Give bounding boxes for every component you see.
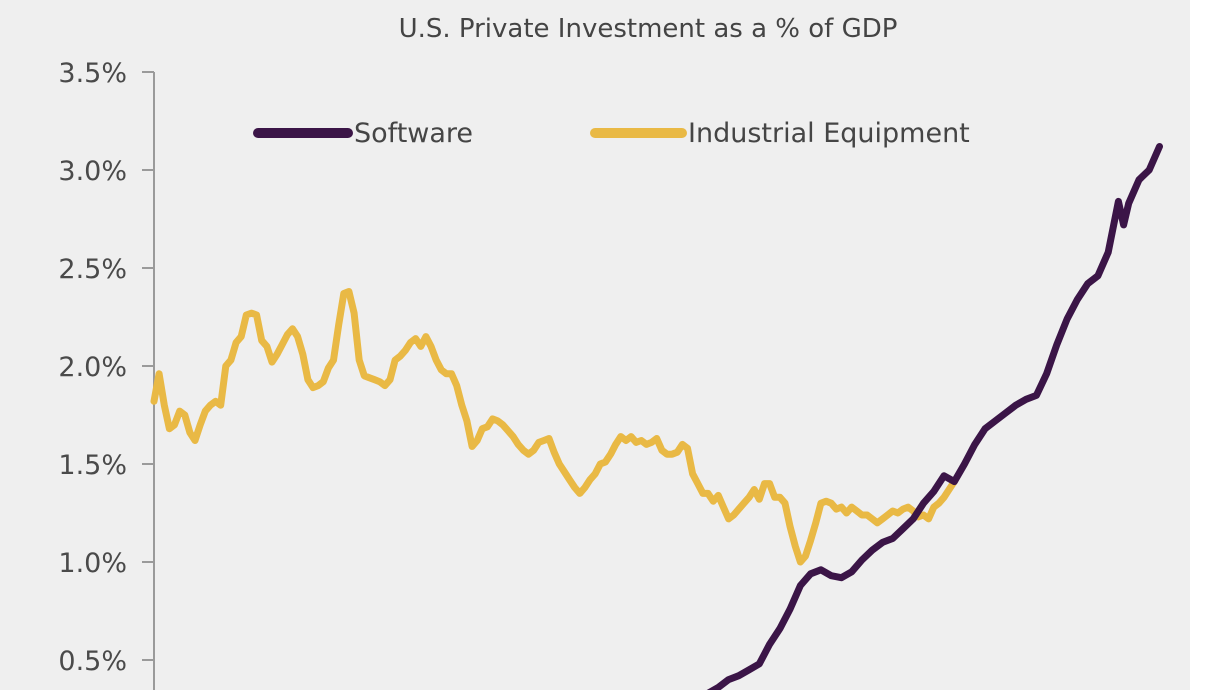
y-tick-label: 3.5% [58, 58, 127, 89]
legend: Software Industrial Equipment [253, 118, 970, 149]
legend-label-industrial-equipment: Industrial Equipment [688, 118, 970, 149]
legend-label-software: Software [354, 118, 473, 149]
y-tick-label: 1.0% [58, 548, 127, 579]
plot-background [0, 0, 1190, 690]
y-tick-label: 2.5% [58, 254, 127, 285]
series-lines [150, 143, 1163, 690]
chart-panel: U.S. Private Investment as a % of GDP 3.… [0, 0, 1190, 690]
y-tick-label: 0.5% [58, 646, 127, 677]
y-axis: 3.5% 3.0% 2.5% 2.0% 1.5% 1.0% 0.5% [58, 58, 155, 690]
y-tick-label: 2.0% [58, 352, 127, 383]
y-tick-label: 1.5% [58, 450, 127, 481]
series-line-industrial-equipment [150, 288, 958, 566]
chart-title: U.S. Private Investment as a % of GDP [399, 14, 898, 44]
line-chart: U.S. Private Investment as a % of GDP 3.… [0, 0, 1190, 690]
series-line-software [706, 143, 1163, 690]
y-tick-label: 3.0% [58, 156, 127, 187]
